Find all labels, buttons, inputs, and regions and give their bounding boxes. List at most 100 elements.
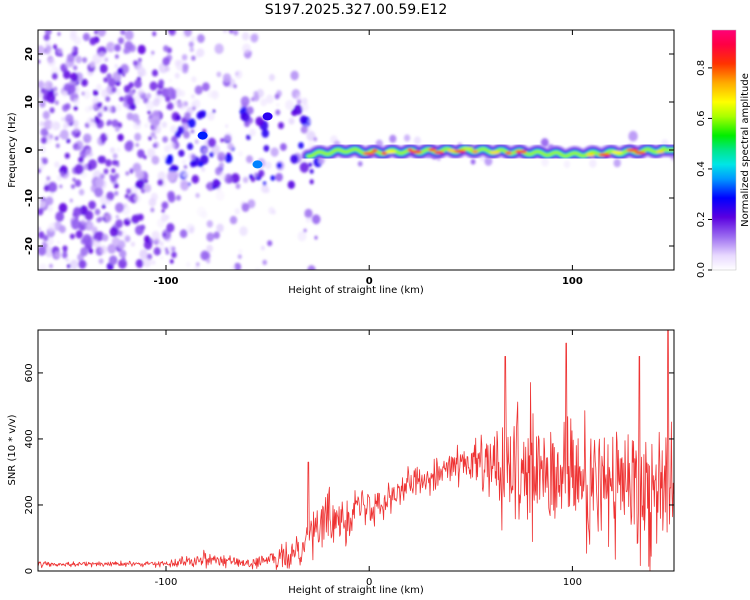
colorbar-tick-label: 0.6 — [696, 110, 707, 126]
noise-blob — [250, 33, 259, 43]
noise-blob — [216, 223, 224, 233]
noise-blob — [58, 225, 66, 234]
noise-blob — [178, 149, 185, 157]
noise-blob — [307, 265, 316, 270]
noise-blob — [158, 79, 165, 87]
noise-blob — [94, 208, 101, 216]
noise-blob — [167, 193, 176, 203]
noise-blob — [290, 70, 299, 81]
noise-blob — [215, 190, 225, 201]
noise-blob — [74, 179, 82, 187]
noise-blob — [540, 138, 549, 148]
noise-blob — [82, 32, 90, 42]
noise-blob — [241, 202, 250, 212]
noise-blob — [47, 223, 56, 232]
noise-blob — [76, 145, 81, 151]
y-tick-label: -10 — [24, 189, 35, 207]
noise-blob — [190, 102, 196, 108]
noise-blob — [38, 80, 45, 89]
snr-series-line — [38, 330, 674, 571]
noise-blob — [109, 147, 116, 154]
noise-blob — [42, 88, 48, 95]
noise-blob — [99, 63, 108, 74]
noise-blob — [309, 169, 314, 174]
noise-blob — [149, 54, 154, 59]
noise-blob — [54, 92, 58, 97]
noise-blob — [112, 153, 118, 160]
noise-blob — [212, 109, 216, 114]
noise-blob — [134, 132, 142, 142]
noise-blob — [57, 240, 61, 245]
noise-blob — [188, 152, 196, 161]
noise-blob — [45, 196, 54, 206]
noise-blob — [70, 184, 76, 189]
noise-blob — [62, 245, 68, 252]
noise-blob — [144, 123, 149, 129]
noise-blob — [80, 218, 86, 225]
noise-blob — [181, 159, 187, 165]
noise-blob — [73, 206, 82, 217]
noise-blob — [49, 263, 53, 269]
noise-blob — [84, 210, 94, 221]
noise-blob — [287, 180, 295, 189]
noise-blob — [225, 124, 229, 128]
noise-blob — [69, 198, 73, 203]
noise-blob — [186, 262, 191, 267]
noise-blob — [166, 170, 177, 182]
y-tick-label: 20 — [24, 47, 35, 61]
noise-blob — [99, 155, 107, 164]
noise-blob — [134, 194, 142, 203]
noise-blob — [106, 105, 113, 113]
noise-blob — [57, 32, 61, 36]
ridge-hotspot — [586, 153, 595, 157]
noise-blob — [150, 115, 161, 127]
noise-blob — [59, 184, 63, 189]
spectral-feature — [197, 131, 208, 140]
noise-blob — [71, 47, 76, 53]
noise-blob — [403, 134, 411, 142]
noise-blob — [49, 107, 55, 114]
noise-blob — [168, 141, 176, 150]
noise-blob — [120, 30, 126, 36]
noise-blob — [168, 245, 173, 251]
noise-blob — [126, 96, 135, 106]
noise-blob — [109, 226, 119, 237]
noise-blob — [255, 116, 264, 127]
noise-blob — [246, 106, 254, 115]
noise-blob — [75, 230, 83, 239]
noise-blob — [107, 243, 117, 254]
noise-blob — [308, 162, 313, 167]
noise-blob — [162, 57, 170, 66]
noise-blob — [115, 215, 119, 219]
noise-blob — [133, 120, 142, 130]
noise-blob — [119, 96, 124, 102]
noise-blob — [160, 213, 169, 222]
noise-blob — [143, 183, 152, 193]
noise-blob — [184, 112, 191, 120]
ridge-hotspot — [634, 151, 646, 155]
noise-blob — [224, 132, 233, 142]
spectral-feature — [262, 112, 273, 121]
noise-blob — [89, 152, 94, 157]
ridge-hotspot — [472, 150, 479, 154]
noise-blob — [309, 179, 314, 185]
noise-blob — [153, 135, 157, 140]
noise-blob — [183, 165, 188, 169]
noise-blob — [123, 85, 131, 93]
ridge-hotspot — [454, 149, 466, 153]
noise-blob — [128, 90, 135, 97]
noise-blob — [177, 126, 185, 135]
noise-blob — [92, 122, 97, 128]
noise-blob — [143, 71, 147, 77]
noise-blob — [67, 264, 71, 269]
noise-blob — [115, 54, 119, 59]
noise-blob — [38, 231, 45, 239]
noise-blob — [105, 96, 111, 102]
noise-blob — [124, 235, 131, 243]
noise-blob — [290, 154, 299, 164]
noise-blob — [194, 85, 203, 95]
noise-blob — [39, 263, 47, 270]
ridge-hotspot — [519, 150, 527, 154]
noise-blob — [107, 77, 116, 87]
noise-blob — [179, 90, 186, 97]
